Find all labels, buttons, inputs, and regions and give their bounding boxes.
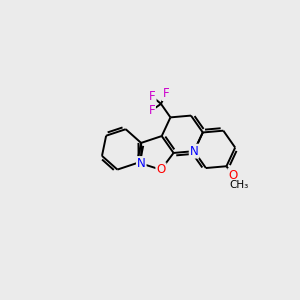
Text: N: N xyxy=(190,145,199,158)
Text: F: F xyxy=(163,87,169,100)
Text: CH₃: CH₃ xyxy=(230,180,249,190)
Text: O: O xyxy=(156,163,166,176)
Text: F: F xyxy=(148,104,155,117)
Text: N: N xyxy=(137,157,146,170)
Text: F: F xyxy=(149,90,156,103)
Text: O: O xyxy=(228,169,238,182)
